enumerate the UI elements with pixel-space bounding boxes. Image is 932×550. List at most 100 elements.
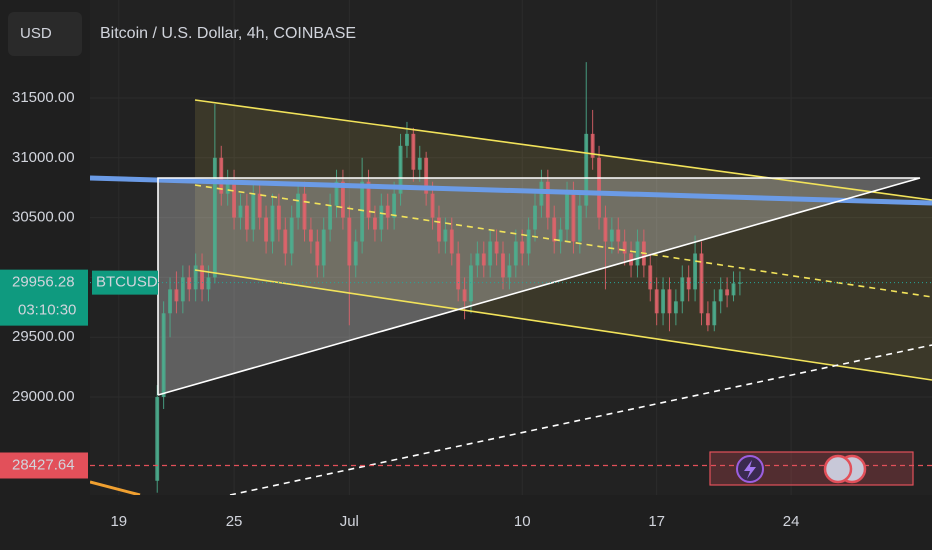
y-tick-label: 30500.00 bbox=[12, 209, 75, 226]
candle-body bbox=[635, 241, 640, 266]
candle-body bbox=[577, 205, 582, 242]
candle-body bbox=[392, 193, 397, 218]
candle-body bbox=[520, 241, 525, 254]
candle-body bbox=[616, 229, 621, 242]
candle-body bbox=[373, 217, 377, 230]
channel-bottom bbox=[194, 269, 932, 381]
last-price-box bbox=[0, 269, 88, 326]
candle-body bbox=[533, 205, 537, 230]
candle-body bbox=[257, 193, 262, 218]
candle-body bbox=[693, 253, 698, 290]
symbol-label: BTCUSD bbox=[96, 274, 158, 291]
candle-body bbox=[443, 229, 448, 242]
candle-body bbox=[232, 181, 236, 218]
candle-body bbox=[705, 313, 710, 326]
candle-body bbox=[680, 277, 685, 302]
candle-body bbox=[353, 241, 358, 266]
bolt-icon bbox=[744, 460, 756, 479]
candle-body bbox=[462, 289, 467, 302]
candle-body bbox=[238, 205, 243, 218]
candle-body bbox=[571, 193, 576, 242]
candle-body bbox=[686, 277, 691, 290]
candle-body bbox=[718, 289, 723, 302]
candle-body bbox=[180, 277, 185, 302]
candle-body bbox=[449, 229, 454, 254]
alert-price-label: 28427.64 bbox=[12, 456, 75, 473]
candle-body bbox=[430, 193, 435, 218]
candle-body bbox=[661, 289, 665, 314]
channel-mid bbox=[194, 184, 932, 298]
candle-body bbox=[244, 205, 249, 230]
candle-body bbox=[405, 133, 409, 146]
candle-body bbox=[276, 205, 281, 230]
candle-body bbox=[590, 133, 595, 158]
candle-body bbox=[507, 265, 512, 278]
candle-body bbox=[187, 277, 192, 290]
candle-body bbox=[501, 253, 505, 278]
candle-body bbox=[200, 265, 204, 290]
currency: USD bbox=[20, 25, 52, 42]
candle-body bbox=[270, 205, 275, 242]
candle-body bbox=[648, 265, 653, 290]
trend-lines bbox=[90, 99, 932, 495]
channel-top bbox=[194, 99, 932, 201]
orange-line bbox=[90, 480, 141, 495]
candle-body bbox=[565, 193, 569, 230]
candle-body bbox=[737, 282, 742, 284]
plot-area bbox=[90, 0, 932, 495]
candle-body bbox=[328, 205, 333, 230]
symbol-box bbox=[92, 270, 158, 295]
candle-body bbox=[437, 217, 441, 242]
candle-body bbox=[667, 289, 672, 314]
candle-body bbox=[609, 229, 614, 242]
candle-body bbox=[174, 289, 179, 302]
candle-body bbox=[347, 217, 352, 266]
candle-body bbox=[155, 397, 160, 481]
candle-body bbox=[475, 253, 480, 266]
candle-body bbox=[603, 217, 608, 242]
candle-body bbox=[289, 217, 294, 254]
candle-body bbox=[334, 181, 339, 206]
candle-body bbox=[296, 193, 301, 218]
candle-body bbox=[366, 181, 371, 218]
countdown-label: 03:10:30 bbox=[18, 302, 76, 319]
x-tick-label: Jul bbox=[340, 513, 359, 530]
candle-body bbox=[699, 253, 704, 314]
candle-body bbox=[456, 253, 461, 290]
candle-body bbox=[584, 133, 589, 206]
candle-body bbox=[212, 157, 217, 278]
candle-body bbox=[168, 289, 172, 314]
candle-body bbox=[340, 181, 345, 218]
candle-body bbox=[302, 193, 307, 230]
x-tick-label: 19 bbox=[110, 513, 127, 530]
candle-body bbox=[469, 265, 473, 302]
candle-body bbox=[264, 217, 269, 242]
dashed-support bbox=[229, 344, 932, 495]
y-tick-label: 31000.00 bbox=[12, 149, 75, 166]
candle-body bbox=[513, 241, 518, 266]
candle-body bbox=[731, 283, 736, 296]
currency-button[interactable] bbox=[8, 12, 82, 56]
resistance-line bbox=[90, 175, 932, 206]
candle-body bbox=[424, 157, 429, 194]
candle-body bbox=[545, 181, 550, 218]
alert-price-box bbox=[0, 452, 88, 479]
candle-body bbox=[385, 205, 390, 218]
y-tick-label: 29000.00 bbox=[12, 388, 75, 405]
candle-body bbox=[712, 301, 717, 326]
candle-body bbox=[494, 241, 499, 254]
channel-fill bbox=[195, 100, 932, 380]
candles bbox=[155, 62, 742, 493]
candle-body bbox=[526, 229, 531, 254]
chart-title: Bitcoin / U.S. Dollar, 4h, COINBASE bbox=[100, 25, 356, 42]
candle-body bbox=[552, 217, 557, 242]
candle-body bbox=[488, 241, 493, 266]
axis: 29000.0029500.0030000.0030500.0031000.00… bbox=[0, 89, 799, 530]
candle-body bbox=[379, 205, 384, 230]
flag-icon[interactable] bbox=[823, 454, 853, 484]
candle-body bbox=[321, 229, 326, 266]
levels: BTCUSD bbox=[90, 270, 932, 467]
candle-body bbox=[308, 229, 313, 242]
candle-body bbox=[622, 241, 627, 254]
